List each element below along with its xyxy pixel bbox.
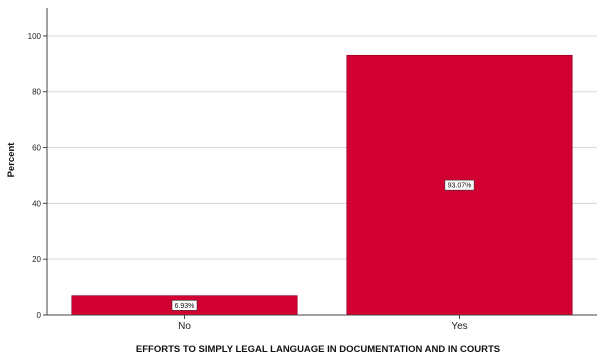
y-tick-label: 20 — [32, 255, 41, 264]
x-axis-title: EFFORTS TO SIMPLY LEGAL LANGUAGE IN DOCU… — [136, 344, 500, 355]
y-tick-label: 100 — [28, 32, 42, 41]
bars — [71, 54, 573, 316]
axes: 0 20 40 60 80 100 No Yes — [28, 8, 597, 332]
y-tick-label: 60 — [32, 144, 41, 153]
data-label: 6.93% — [175, 303, 195, 310]
y-axis-title: Percent — [6, 142, 17, 178]
data-label-box — [171, 300, 198, 311]
y-tick-label: 40 — [32, 199, 41, 208]
y-tick-label: 0 — [37, 311, 42, 320]
data-label: 93.07% — [448, 183, 472, 190]
x-tick-label: No — [178, 321, 191, 332]
x-tick-label: Yes — [451, 321, 467, 332]
data-labels: 6.93% 93.07% — [171, 179, 475, 311]
data-label-box — [444, 179, 475, 191]
y-tick-label: 80 — [32, 88, 41, 97]
